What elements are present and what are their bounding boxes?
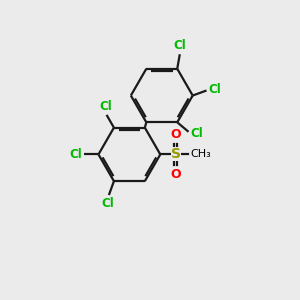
Text: CH₃: CH₃ — [190, 149, 211, 159]
Text: Cl: Cl — [208, 83, 221, 96]
Text: Cl: Cl — [102, 197, 115, 210]
Text: Cl: Cl — [99, 100, 112, 113]
Text: Cl: Cl — [174, 39, 187, 52]
Text: O: O — [170, 128, 181, 141]
Text: Cl: Cl — [69, 148, 82, 161]
Text: O: O — [170, 168, 181, 181]
Text: Cl: Cl — [190, 127, 203, 140]
Text: S: S — [171, 147, 181, 161]
